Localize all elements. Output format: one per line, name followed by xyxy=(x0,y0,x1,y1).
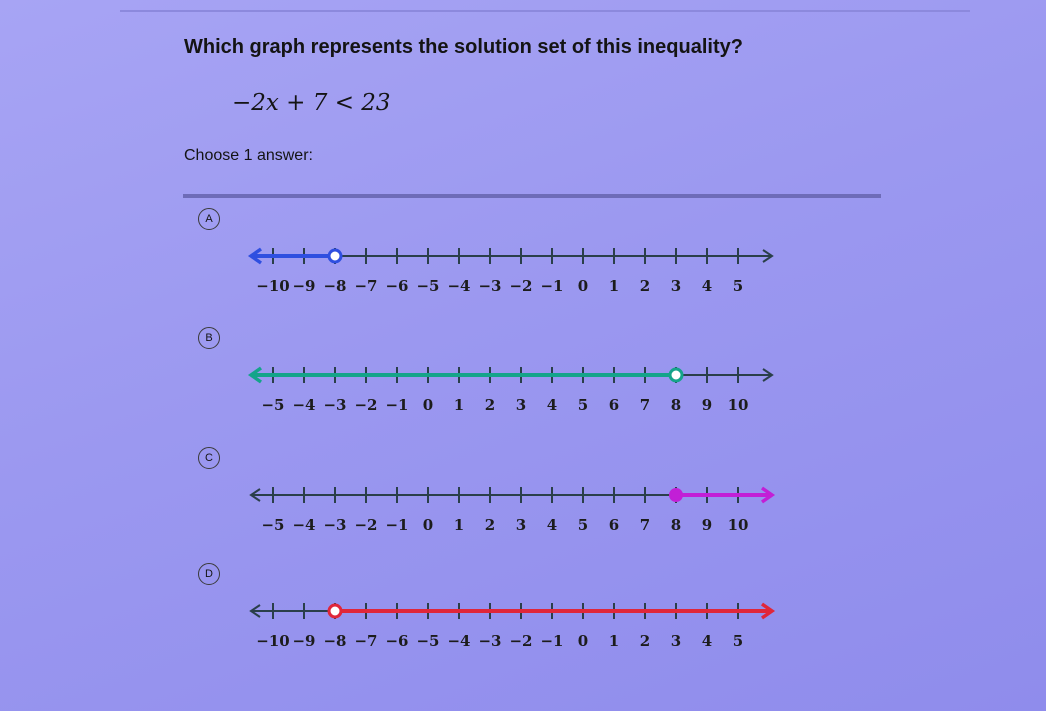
axis-left-arrow xyxy=(249,604,261,618)
choice-c-badge[interactable]: C xyxy=(198,447,220,469)
tick-label: 0 xyxy=(423,396,433,414)
tick-label: 4 xyxy=(547,396,557,414)
open-endpoint xyxy=(327,603,343,619)
tick-label: 5 xyxy=(733,632,743,650)
tick-label: −4 xyxy=(292,516,315,534)
tick-label: −2 xyxy=(509,632,532,650)
tick-label: −5 xyxy=(261,516,284,534)
question-text: Which graph represents the solution set … xyxy=(184,36,743,58)
solution-arrow xyxy=(247,366,263,384)
choice-c[interactable]: C −5 −4 −3 −2 −1 0 1 2 3 4 5 6 7 8 9 10 xyxy=(198,447,818,557)
tick-label: −6 xyxy=(385,277,408,295)
tick-label: 1 xyxy=(454,516,464,534)
closed-endpoint xyxy=(669,488,683,502)
axis-right-arrow xyxy=(762,249,774,263)
tick-label: 7 xyxy=(640,396,650,414)
tick-label: 10 xyxy=(728,396,749,414)
tick-label: −5 xyxy=(416,632,439,650)
tick-label: −1 xyxy=(540,632,563,650)
choice-a-badge[interactable]: A xyxy=(198,208,220,230)
tick-label: −4 xyxy=(447,632,470,650)
tick-label: 0 xyxy=(578,632,588,650)
tick-label: −1 xyxy=(385,396,408,414)
top-divider xyxy=(120,10,970,12)
tick-label: −1 xyxy=(385,516,408,534)
number-line-d: −10 −9 −8 −7 −6 −5 −4 −3 −2 −1 0 1 2 3 4 5 xyxy=(249,602,776,650)
tick-label: 7 xyxy=(640,516,650,534)
tick-label: −5 xyxy=(416,277,439,295)
solution-arrow xyxy=(247,247,263,265)
tick-label: 2 xyxy=(640,632,650,650)
inequality-expression: −2x + 7 < 23 xyxy=(232,90,391,116)
tick-label: −3 xyxy=(478,277,501,295)
tick-label: −10 xyxy=(256,632,289,650)
choice-d-badge[interactable]: D xyxy=(198,563,220,585)
tick-label: −10 xyxy=(256,277,289,295)
tick-label: 2 xyxy=(485,396,495,414)
tick-label: −3 xyxy=(323,396,346,414)
tick-label: 3 xyxy=(516,516,526,534)
tick-label: 9 xyxy=(702,516,712,534)
tick-label: 3 xyxy=(671,632,681,650)
tick-label: 1 xyxy=(609,277,619,295)
tick-label: −2 xyxy=(354,516,377,534)
open-endpoint xyxy=(327,248,343,264)
tick-label: −6 xyxy=(385,632,408,650)
solution-arrow xyxy=(760,602,776,620)
tick-label: 5 xyxy=(578,396,588,414)
tick-label: −7 xyxy=(354,277,377,295)
choice-d[interactable]: D −10 −9 −8 −7 −6 −5 −4 −3 −2 −1 0 1 2 3 4 5 xyxy=(198,563,818,673)
tick-label: −8 xyxy=(323,277,346,295)
tick-label: 5 xyxy=(733,277,743,295)
tick-label: 1 xyxy=(454,396,464,414)
tick-label: 10 xyxy=(728,516,749,534)
number-line-b: −5 −4 −3 −2 −1 0 1 2 3 4 5 6 7 8 9 10 xyxy=(247,366,774,414)
open-endpoint xyxy=(668,367,684,383)
tick-label: 4 xyxy=(702,632,712,650)
answer-divider xyxy=(183,194,881,198)
tick-label: 6 xyxy=(609,396,619,414)
tick-label: 3 xyxy=(516,396,526,414)
tick-label: 0 xyxy=(423,516,433,534)
tick-label: 2 xyxy=(640,277,650,295)
tick-label: −5 xyxy=(261,396,284,414)
axis-right-arrow xyxy=(762,368,774,382)
tick-label: 2 xyxy=(485,516,495,534)
tick-label: −2 xyxy=(354,396,377,414)
tick-label: 4 xyxy=(547,516,557,534)
tick-label: −4 xyxy=(292,396,315,414)
choose-label: Choose 1 answer: xyxy=(184,147,313,164)
tick-label: 8 xyxy=(671,396,681,414)
tick-label: 4 xyxy=(702,277,712,295)
choice-b-badge[interactable]: B xyxy=(198,327,220,349)
tick-label: −7 xyxy=(354,632,377,650)
number-line-c: −5 −4 −3 −2 −1 0 1 2 3 4 5 6 7 8 9 10 xyxy=(249,486,776,534)
tick-label: 8 xyxy=(671,516,681,534)
tick-label: −9 xyxy=(292,632,315,650)
choice-a[interactable]: A −10 −9 −8 −7 −6 −5 −4 −3 −2 −1 0 1 2 3 4 5 xyxy=(198,208,818,318)
tick-label: 1 xyxy=(609,632,619,650)
axis-left-arrow xyxy=(249,488,261,502)
tick-label: −3 xyxy=(323,516,346,534)
tick-label: −9 xyxy=(292,277,315,295)
tick-label: 3 xyxy=(671,277,681,295)
solution-arrow xyxy=(760,486,776,504)
tick-label: 5 xyxy=(578,516,588,534)
tick-label: −1 xyxy=(540,277,563,295)
tick-label: 9 xyxy=(702,396,712,414)
number-line-a: −10 −9 −8 −7 −6 −5 −4 −3 −2 −1 0 1 2 3 4 5 xyxy=(247,247,774,295)
tick-label: −8 xyxy=(323,632,346,650)
tick-label: −4 xyxy=(447,277,470,295)
tick-label: −3 xyxy=(478,632,501,650)
tick-label: −2 xyxy=(509,277,532,295)
tick-label: 0 xyxy=(578,277,588,295)
tick-label: 6 xyxy=(609,516,619,534)
choice-b[interactable]: B −5 −4 −3 −2 −1 0 1 2 3 4 5 6 7 8 9 10 xyxy=(198,327,818,437)
